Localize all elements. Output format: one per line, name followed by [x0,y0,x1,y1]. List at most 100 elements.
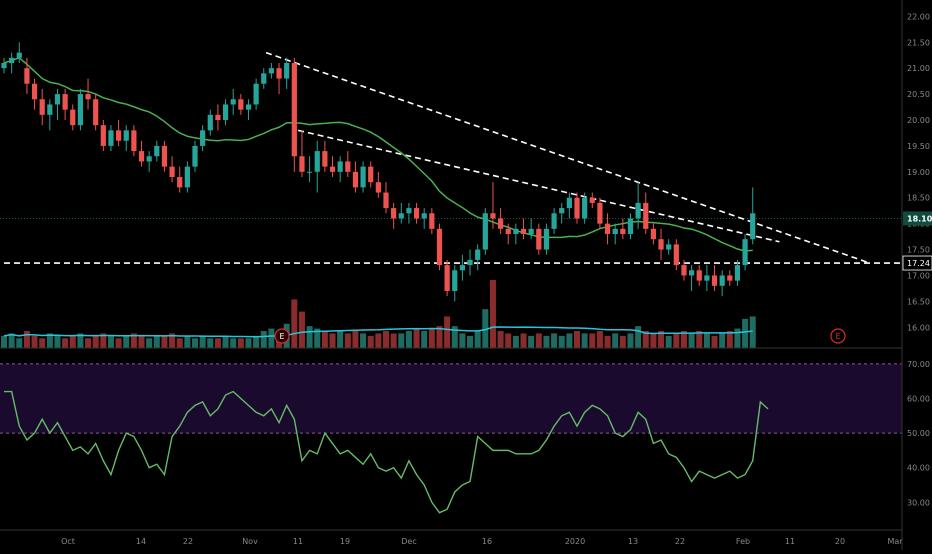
volume-bar [85,338,92,348]
volume-bar [146,338,153,348]
candle-body [276,68,282,79]
candle-body [696,270,702,281]
candle [291,57,297,172]
volume-bar [543,335,550,348]
volume-bar [260,331,267,348]
candle-body [222,104,229,120]
volume-bar [314,328,321,348]
candle [77,88,83,131]
volume-bar [726,331,733,348]
current-price-label: 18.10 [903,211,932,226]
candle [345,151,351,177]
volume-bar [642,331,649,348]
candle-body [398,213,404,219]
candle [436,223,443,271]
volume-bar [184,335,191,348]
volume-bar [46,333,53,348]
volume-bar [467,335,474,348]
price-tick-label: 20.50 [907,90,930,99]
candle [452,265,458,302]
volume-bar [551,333,558,348]
price-tick-label: 16.50 [907,297,930,306]
candle-body [536,228,542,250]
candle-body [658,239,664,250]
candle-body [498,218,504,229]
candle [337,156,343,183]
volume-bar [23,331,30,348]
volume-bar [1,335,7,348]
volume-bar [528,335,535,348]
candle-body [520,228,527,234]
rsi-band [0,363,902,434]
candle [192,140,198,172]
candle-body [482,213,488,250]
candle [245,99,252,120]
candle [559,202,565,224]
time-tick-label: 20 [835,537,845,546]
candle-body [146,156,152,162]
time-tick-label: 22 [675,537,685,546]
candle-body [711,275,718,286]
candle [650,223,656,245]
price-tick-label: 17.00 [907,271,930,280]
volume-bar [230,338,237,348]
candle-body [230,99,236,105]
volume-bar [298,311,305,348]
candle [360,161,366,193]
candle [222,99,229,126]
candle-body [207,114,213,131]
candle [742,234,748,271]
volume-bar [367,335,374,348]
volume-bar [337,331,344,348]
candle-body [666,244,672,250]
volume-bar [199,335,206,348]
rsi-line [4,390,769,514]
candle [574,192,580,224]
time-tick-label: Feb [736,537,750,546]
volume-bar [344,333,351,348]
price-tick-label: 21.00 [907,64,930,73]
volume-bar [69,335,76,348]
candle-body [620,228,626,234]
volume-bar [352,331,359,348]
candle-body [597,202,603,224]
time-tick-label: 11 [785,537,795,546]
candle-body [375,182,381,193]
candle-body [413,208,420,219]
volume-bar [123,335,130,348]
volume-bar [719,333,726,348]
candle-body [77,94,83,126]
candle [24,57,30,95]
volume-bar [497,331,504,348]
candle [100,120,106,152]
candle-body [329,166,336,172]
volume-bar [421,331,428,348]
candle-body [154,145,160,157]
candle-body [673,244,679,266]
volume-bar [176,338,183,348]
candle [62,88,68,120]
volume-bar [161,335,168,348]
volume-bar [711,335,718,348]
candle-body [93,99,99,126]
volume-bar [574,331,580,348]
time-tick-label: 2020 [565,537,585,546]
trendline [265,51,870,264]
candle-body [307,171,313,173]
candle [498,208,504,234]
volume-bar [77,333,84,348]
candle-body [337,161,343,172]
volume-bar [375,333,382,348]
candle-body [245,104,252,110]
candle-body [604,223,611,234]
support-price-text: 17.24 [907,259,930,268]
candle [47,99,53,131]
volume-bar [696,331,703,348]
candle-body [131,130,137,152]
candle [421,208,427,229]
volume-bar [360,333,367,348]
volume-bar [619,335,626,348]
candle-body [681,265,687,276]
